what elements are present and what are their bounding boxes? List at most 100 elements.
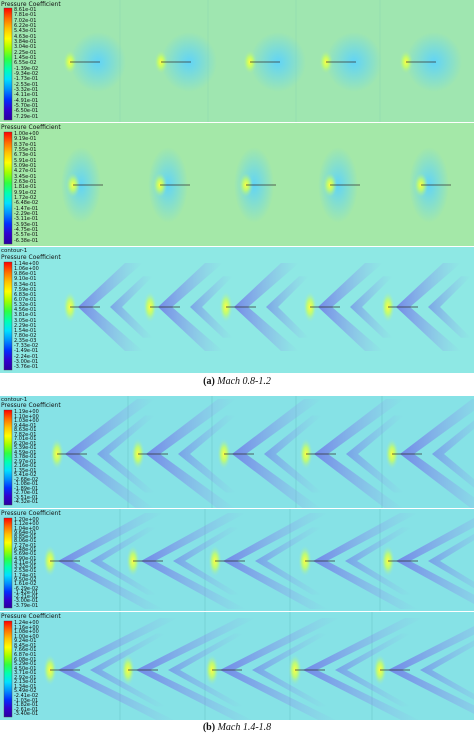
colorbar-title: Pressure Coefficient [1, 254, 61, 261]
colorbar-tick-label: -1.82e-01 [14, 702, 39, 709]
contour-panel-b1: contour-1 Pressure Coefficient 1.19e+00 1… [0, 396, 474, 508]
contour-panel-b2: Pressure Coefficient 1.20e+00 1.12e+00 1.0… [0, 509, 474, 611]
colorbar-tick-label: -3.76e-01 [14, 363, 39, 370]
colorbar-tick-label: 6.87e-01 [14, 651, 37, 658]
colorbar-tick-label: 7.82e-01 [14, 431, 37, 438]
tail-shock [190, 276, 233, 338]
colorbar-tick-label: -9.34e-02 [14, 70, 39, 77]
colorbar-tick-label: 9.86e-01 [14, 271, 37, 278]
colorbar-tick-label: 7.02e-01 [14, 17, 37, 24]
colorbar-tick-label: -4.32e-01 [14, 499, 39, 506]
shock-wave [146, 399, 236, 508]
colorbar-tick-label: 8.34e-01 [14, 281, 37, 288]
colorbar-tick-label: -3.79e-01 [14, 602, 39, 609]
colorbar-tick-label: 5.43e-01 [14, 28, 37, 35]
colorbar-tick-label: -6.29e-02 [14, 585, 39, 592]
caption-b-text: Mach 1.4-1.8 [217, 722, 272, 733]
shock-wave [220, 618, 340, 720]
colorbar-tick-label: -2.29e-01 [14, 210, 39, 217]
colorbar-tick-label: 3.78e-01 [14, 454, 37, 461]
colorbar-ticks: 1.24e+00 1.16e+00 1.08e+00 1.00e+00 9.24e-01… [14, 621, 39, 717]
colorbar-tick-label: -3.11e-01 [14, 216, 39, 223]
colorbar-tick-label: 1.61e-02 [14, 581, 37, 588]
colorbar-tick-label: 4.56e-01 [14, 307, 37, 314]
colorbar-tick-label: 8.45e-01 [14, 642, 37, 649]
colorbar-tick-label: -1.08e-01 [14, 481, 39, 488]
colorbar-tick-label: 1.81e-01 [14, 184, 37, 191]
colorbar-tick-label: -3.32e-01 [14, 86, 39, 93]
colorbar-tick-label: 9.19e-01 [14, 136, 37, 143]
colorbar-tick-label: -6.48e-02 [14, 200, 39, 207]
colorbar [3, 620, 13, 718]
colorbar-tick-label: 3.71e-01 [14, 670, 37, 677]
colorbar-tick-label: 6.07e-01 [14, 296, 37, 303]
colorbar-tick-label: -1.89e-01 [14, 485, 39, 492]
shock-wave [388, 626, 474, 714]
colorbar-tick-label: -3.93e-01 [14, 221, 39, 228]
colorbar-tick-label: 1.10e+00 [14, 413, 39, 420]
colorbar-tick-label: 5.49e-02 [14, 688, 37, 695]
colorbar-tick-label: -3.40e-01 [14, 711, 39, 718]
contour-plot [0, 0, 474, 122]
colorbar-tick-label: -5.57e-01 [14, 232, 39, 239]
colorbar-tick-label: -1.03e-01 [14, 697, 39, 704]
colorbar-tick-label: 9.50e-02 [14, 576, 37, 583]
colorbar-tick-label: 2.92e-01 [14, 674, 37, 681]
colorbar-tick-label: -3.51e-01 [14, 494, 39, 501]
tail-shock [428, 533, 474, 589]
colorbar-tick-label: -3.00e-01 [14, 358, 39, 365]
colorbar-tick-label: 9.10e-01 [14, 276, 37, 283]
colorbar-tick-label: -4.91e-01 [14, 97, 39, 104]
colorbar-tick-label: 4.50e-01 [14, 665, 37, 672]
colorbar-tick-label: 9.91e-02 [14, 189, 37, 196]
shock-wave [396, 517, 474, 605]
colorbar-tick-label: 3.05e-01 [14, 317, 37, 324]
tail-shock [428, 276, 471, 338]
colorbar-tick-label: 5.29e-01 [14, 661, 37, 668]
caption-a-label: (a) [203, 376, 215, 387]
field-background [0, 247, 474, 373]
colorbar-tick-label: 8.63e-01 [14, 427, 37, 434]
contour-plot [0, 247, 474, 373]
colorbar-tick-label: -7.33e-02 [14, 343, 39, 350]
shock-wave [141, 513, 246, 609]
colorbar-tick-label: -5.70e-01 [14, 102, 39, 109]
shock-wave [313, 513, 418, 609]
colorbar-tick-label: 5.69e-01 [14, 551, 37, 558]
colorbar-tick-label: -4.75e-01 [14, 226, 39, 233]
colorbar-tick-label: 1.00e+00 [14, 633, 39, 640]
colorbar-tick-label: 4.90e-01 [14, 555, 37, 562]
colorbar-tick-label: 3.84e-01 [14, 38, 37, 45]
contour-panel-b3: Pressure Coefficient 1.24e+00 1.16e+00 1.0… [0, 612, 474, 720]
colorbar-ticks: 1.00e+00 9.19e-01 8.37e-01 7.55e-01 6.73e-01… [14, 131, 39, 244]
colorbar-tick-label: 1.00e+00 [14, 131, 39, 137]
colorbar-tick-label: 1.20e+00 [14, 517, 39, 523]
colorbar-tick-label: -4.11e-01 [14, 92, 39, 99]
colorbar-tick-label: 5.91e-01 [14, 157, 37, 164]
colorbar-tick-label: -6.38e-01 [14, 237, 39, 244]
colorbar-ticks: 1.20e+00 1.12e+00 1.04e+00 9.64e-01 8.85e-01… [14, 517, 39, 609]
colorbar-tick-label: 4.27e-01 [14, 168, 37, 175]
tail-shock [432, 420, 474, 488]
colorbar-tick-label: 7.81e-01 [14, 12, 37, 19]
colorbar-tick-label: 8.37e-01 [14, 141, 37, 148]
colorbar-tick-label: -2.53e-01 [14, 81, 39, 88]
colorbar-tick-label: 5.09e-01 [14, 162, 37, 169]
colorbar [3, 517, 13, 609]
colorbar-tick-label: 1.16e+00 [14, 624, 39, 631]
colorbar-title: Pressure Coefficient [1, 613, 61, 620]
shock-wave [303, 618, 423, 720]
colorbar [3, 409, 13, 506]
contour-plot [0, 612, 474, 720]
colorbar-tick-label: 4.59e-01 [14, 449, 37, 456]
colorbar-tick-label: -7.29e-01 [14, 113, 39, 120]
colorbar-subtitle: contour-1 [1, 248, 28, 254]
caption-a: (a) Mach 0.8-1.2 [0, 376, 474, 387]
contour-plot [0, 509, 474, 611]
colorbar-tick-label: 6.08e-01 [14, 656, 37, 663]
colorbar-tick-label: 7.80e-02 [14, 332, 37, 339]
colorbar-tick-label: 1.45e-01 [14, 54, 37, 61]
colorbar-tick-label: 6.83e-01 [14, 291, 37, 298]
shock-wave [400, 399, 474, 508]
colorbar-title: Pressure Coefficient [1, 1, 61, 8]
